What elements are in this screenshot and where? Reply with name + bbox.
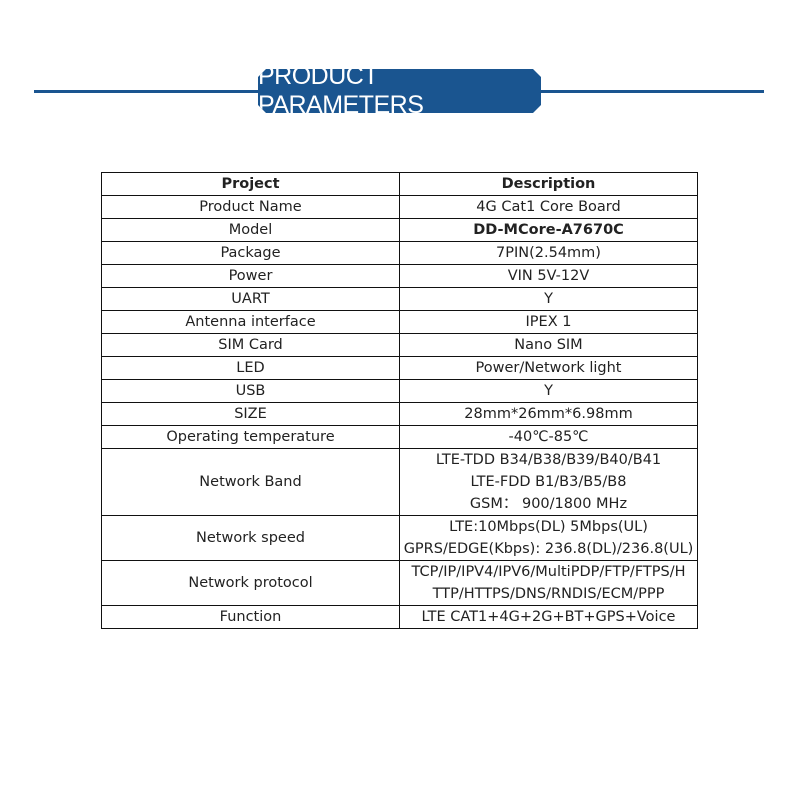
table-row: Network protocol TCP/IP/IPV4/IPV6/MultiPD…	[101, 560, 698, 606]
table-row: Network speed LTE:10Mbps(DL) 5Mbps(UL) GPR…	[101, 515, 698, 561]
description-line: Y	[544, 383, 553, 399]
project-cell: LED	[101, 356, 400, 380]
description-line: DD-MCore-A7670C	[473, 222, 624, 238]
description-line: TTP/HTTPS/DNS/RNDIS/ECM/PPP	[432, 586, 665, 602]
description-cell: Nano SIM	[399, 333, 698, 357]
description-cell: LTE CAT1+4G+2G+BT+GPS+Voice	[399, 605, 698, 629]
description-cell: LTE-TDD B34/B38/B39/B40/B41 LTE-FDD B1/B3…	[399, 448, 698, 516]
description-line: VIN 5V-12V	[507, 268, 590, 284]
table-row: Operating temperature -40℃-85℃	[101, 425, 698, 449]
table-row: UART Y	[101, 287, 698, 311]
project-cell: Product Name	[101, 195, 400, 219]
description-line: LTE-TDD B34/B38/B39/B40/B41	[435, 452, 662, 468]
parameters-table: Project Description Product Name 4G Cat1 …	[101, 172, 698, 629]
description-cell: IPEX 1	[399, 310, 698, 334]
project-cell: Operating temperature	[101, 425, 400, 449]
description-line: LTE-FDD B1/B3/B5/B8	[470, 474, 627, 490]
page-title: PRODUCT PARAMETERS	[258, 69, 541, 113]
description-cell: -40℃-85℃	[399, 425, 698, 449]
header-description: Description	[399, 172, 698, 196]
table-row: Function LTE CAT1+4G+2G+BT+GPS+Voice	[101, 605, 698, 629]
table-row: Power VIN 5V-12V	[101, 264, 698, 288]
description-cell: 7PIN(2.54mm)	[399, 241, 698, 265]
description-line: GPRS/EDGE(Kbps): 236.8(DL)/236.8(UL)	[403, 541, 694, 557]
table-header: Project Description	[101, 172, 698, 196]
description-line: Nano SIM	[514, 337, 583, 353]
description-line: Power/Network light	[475, 360, 622, 376]
project-cell: Antenna interface	[101, 310, 400, 334]
project-cell: SIM Card	[101, 333, 400, 357]
table-row: Network Band LTE-TDD B34/B38/B39/B40/B41 L…	[101, 448, 698, 516]
table-row: Antenna interface IPEX 1	[101, 310, 698, 334]
description-line: 7PIN(2.54mm)	[496, 245, 601, 261]
divider-left	[34, 90, 264, 93]
project-cell: Package	[101, 241, 400, 265]
description-cell: 4G Cat1 Core Board	[399, 195, 698, 219]
description-line: -40℃-85℃	[508, 429, 589, 445]
project-cell: USB	[101, 379, 400, 403]
project-cell: Function	[101, 605, 400, 629]
description-cell: 28mm*26mm*6.98mm	[399, 402, 698, 426]
description-cell: Power/Network light	[399, 356, 698, 380]
description-line: LTE CAT1+4G+2G+BT+GPS+Voice	[421, 609, 676, 625]
project-cell: SIZE	[101, 402, 400, 426]
description-cell: VIN 5V-12V	[399, 264, 698, 288]
table-row: SIZE 28mm*26mm*6.98mm	[101, 402, 698, 426]
description-cell: Y	[399, 379, 698, 403]
project-cell: UART	[101, 287, 400, 311]
header-project: Project	[101, 172, 400, 196]
project-cell: Network protocol	[101, 560, 400, 606]
table-row: Package 7PIN(2.54mm)	[101, 241, 698, 265]
description-line: Y	[544, 291, 553, 307]
description-line: 28mm*26mm*6.98mm	[464, 406, 633, 422]
table-row: SIM Card Nano SIM	[101, 333, 698, 357]
description-line: GSM： 900/1800 MHz	[469, 496, 628, 512]
table-row: Product Name 4G Cat1 Core Board	[101, 195, 698, 219]
project-cell: Model	[101, 218, 400, 242]
description-line: TCP/IP/IPV4/IPV6/MultiPDP/FTP/FTPS/H	[411, 564, 686, 580]
description-cell: DD-MCore-A7670C	[399, 218, 698, 242]
divider-right	[536, 90, 764, 93]
description-cell: TCP/IP/IPV4/IPV6/MultiPDP/FTP/FTPS/H TTP/…	[399, 560, 698, 606]
description-cell: LTE:10Mbps(DL) 5Mbps(UL) GPRS/EDGE(Kbps):…	[399, 515, 698, 561]
description-line: LTE:10Mbps(DL) 5Mbps(UL)	[449, 519, 648, 535]
table-row: USB Y	[101, 379, 698, 403]
description-cell: Y	[399, 287, 698, 311]
description-line: IPEX 1	[525, 314, 572, 330]
table-row: Model DD-MCore-A7670C	[101, 218, 698, 242]
description-line: 4G Cat1 Core Board	[476, 199, 621, 215]
project-cell: Power	[101, 264, 400, 288]
project-cell: Network Band	[101, 448, 400, 516]
table-row: LED Power/Network light	[101, 356, 698, 380]
project-cell: Network speed	[101, 515, 400, 561]
